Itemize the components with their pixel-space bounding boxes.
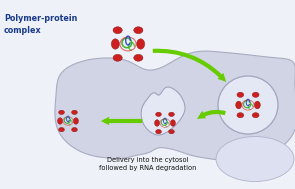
Ellipse shape	[113, 54, 122, 61]
Ellipse shape	[169, 129, 174, 134]
Ellipse shape	[134, 27, 143, 34]
Ellipse shape	[254, 101, 260, 109]
Ellipse shape	[252, 92, 259, 97]
Ellipse shape	[156, 129, 161, 134]
Ellipse shape	[72, 127, 77, 132]
Polygon shape	[55, 51, 295, 160]
Ellipse shape	[58, 118, 63, 124]
Ellipse shape	[59, 127, 64, 132]
FancyArrowPatch shape	[153, 49, 226, 82]
Ellipse shape	[134, 54, 143, 61]
Ellipse shape	[237, 92, 244, 97]
Ellipse shape	[155, 120, 160, 126]
Ellipse shape	[236, 101, 242, 109]
Text: Polymer-protein
complex: Polymer-protein complex	[4, 14, 77, 35]
Ellipse shape	[252, 113, 259, 118]
Ellipse shape	[171, 120, 176, 126]
Ellipse shape	[113, 27, 122, 34]
Ellipse shape	[111, 39, 119, 49]
Polygon shape	[141, 87, 185, 135]
FancyArrowPatch shape	[101, 117, 142, 125]
Text: Delivery into the cytosol
followed by RNA degradation: Delivery into the cytosol followed by RN…	[99, 157, 197, 171]
Ellipse shape	[72, 110, 77, 115]
Ellipse shape	[73, 118, 78, 124]
Ellipse shape	[137, 39, 145, 49]
Ellipse shape	[216, 136, 294, 181]
Ellipse shape	[218, 76, 278, 134]
Ellipse shape	[237, 113, 244, 118]
Ellipse shape	[169, 112, 174, 117]
Ellipse shape	[156, 112, 161, 117]
Ellipse shape	[59, 110, 64, 115]
FancyArrowPatch shape	[197, 110, 226, 119]
